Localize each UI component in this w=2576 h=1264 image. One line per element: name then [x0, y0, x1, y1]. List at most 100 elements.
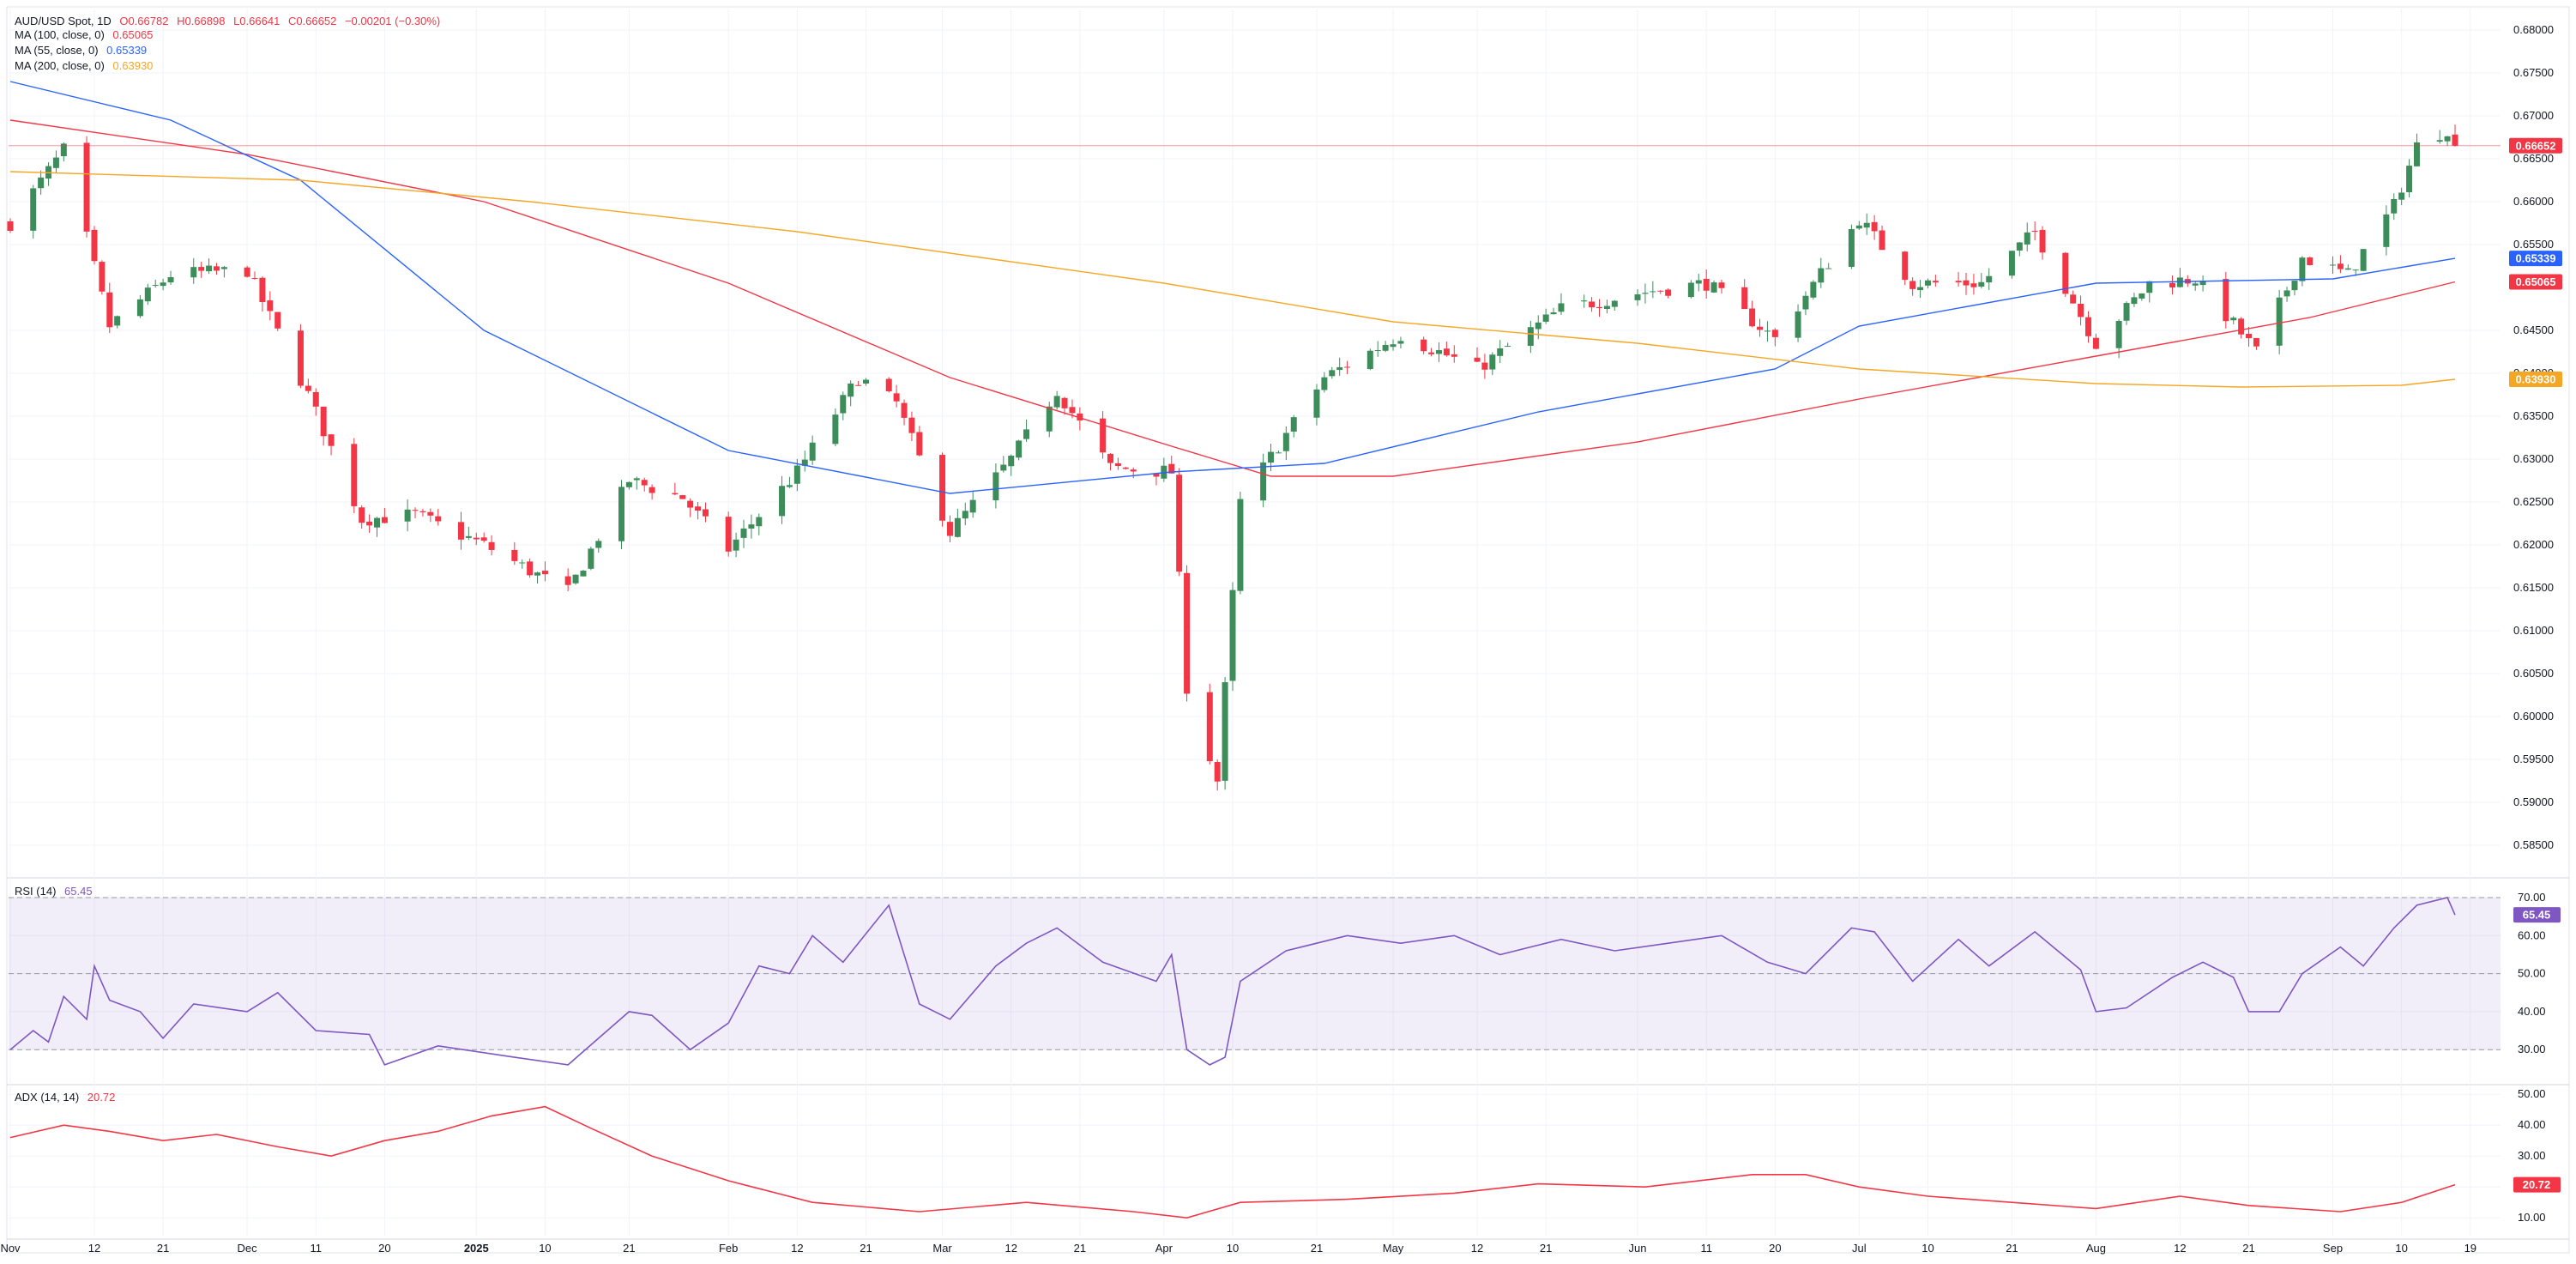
candle-up — [2299, 257, 2306, 281]
adx-badge-label: 20.72 — [2523, 1178, 2551, 1191]
candle-up — [1282, 432, 1289, 451]
ma100-label: MA (100, close, 0) — [15, 28, 105, 41]
candle-up — [2383, 214, 2390, 247]
candle-up — [1802, 295, 1809, 310]
candle-up — [534, 572, 541, 576]
candle-down — [259, 277, 266, 303]
price-tick-label: 0.67500 — [2513, 66, 2554, 79]
candle-up — [1397, 341, 1404, 344]
candle-down — [2092, 337, 2099, 349]
candle-up — [114, 316, 121, 326]
candle-down — [1451, 354, 1457, 357]
candle-up — [2176, 277, 2183, 287]
candle-up — [152, 285, 159, 287]
candle-down — [939, 455, 946, 521]
candle-down — [2307, 257, 2314, 265]
candle-down — [1184, 572, 1191, 694]
candle-up — [779, 486, 786, 517]
adx-tick-label: 10.00 — [2518, 1211, 2546, 1224]
candle-down — [274, 311, 281, 329]
candle-down — [2169, 282, 2175, 287]
x-tick-label: Jul — [1852, 1242, 1867, 1255]
adx-badge — [2513, 1176, 2561, 1193]
x-tick-label: 10 — [1921, 1242, 1934, 1255]
candle-up — [1986, 275, 1993, 283]
candle-up — [2352, 269, 2359, 271]
candle-up — [1917, 287, 1924, 291]
candle-up — [1558, 303, 1565, 312]
candle-down — [1741, 287, 1748, 310]
candle-down — [1879, 230, 1885, 251]
candle-down — [641, 480, 648, 486]
price-tick-label: 0.65500 — [2513, 238, 2554, 251]
candle-down — [1168, 463, 1175, 474]
price-badge-label: 0.65065 — [2516, 275, 2556, 288]
candle-down — [725, 517, 732, 552]
candle-up — [2123, 303, 2130, 321]
x-tick-label: 20 — [1769, 1242, 1781, 1255]
candle-up — [801, 459, 808, 466]
ma55-value: 0.65339 — [106, 44, 148, 57]
candle-down — [2085, 317, 2091, 336]
candle-up — [1818, 268, 1825, 283]
candle-down — [1963, 280, 1970, 286]
candle-up — [1650, 291, 1656, 293]
candle-up — [1489, 354, 1496, 370]
candle-down — [297, 330, 304, 386]
candle-up — [1390, 344, 1397, 348]
candle-up — [1497, 348, 1504, 356]
x-tick-label: 21 — [623, 1242, 635, 1255]
candle-up — [1008, 456, 1015, 467]
candle-up — [969, 499, 976, 513]
candle-up — [1053, 396, 1060, 408]
candle-up — [1016, 440, 1023, 458]
price-tick-label: 0.60500 — [2513, 667, 2554, 680]
candle-up — [206, 265, 213, 272]
candle-up — [1550, 312, 1557, 315]
candle-up — [404, 509, 411, 522]
candle-down — [1481, 362, 1488, 370]
price-tick-label: 0.66000 — [2513, 195, 2554, 208]
candle-up — [220, 267, 227, 269]
candle-up — [733, 539, 739, 551]
candle-up — [1855, 225, 1862, 229]
candle-down — [679, 495, 686, 499]
candle-down — [1214, 762, 1221, 782]
candle-up — [1382, 344, 1389, 351]
candle-up — [748, 524, 755, 529]
candle-down — [885, 378, 892, 391]
candle-up — [2139, 293, 2145, 299]
x-tick-label: 12 — [791, 1242, 803, 1255]
candle-up — [1810, 281, 1817, 298]
price-tick-label: 0.58500 — [2513, 838, 2554, 851]
price-tick-label: 0.62000 — [2513, 538, 2554, 551]
candle-down — [908, 417, 915, 433]
candle-up — [1695, 280, 1702, 284]
candle-down — [320, 406, 327, 437]
candle-up — [2330, 264, 2336, 266]
candle-up — [465, 535, 472, 538]
candle-down — [2238, 318, 2245, 335]
price-badge-label: 0.65339 — [2516, 252, 2556, 265]
x-tick-label: 20 — [378, 1242, 390, 1255]
candle-up — [1222, 682, 1228, 781]
price-tick-label: 0.67000 — [2513, 109, 2554, 122]
ma200-legend: MA (200, close, 0) 0.63930 — [15, 59, 158, 72]
x-tick-label: Jun — [1629, 1242, 1647, 1255]
candle-down — [83, 142, 90, 232]
candle-up — [1863, 222, 1870, 228]
x-tick-label: May — [1383, 1242, 1404, 1255]
candle-up — [2444, 136, 2451, 142]
candle-down — [213, 266, 220, 271]
price-tick-label: 0.68000 — [2513, 23, 2554, 36]
candle-down — [267, 300, 274, 311]
candle-down — [473, 537, 480, 540]
candle-down — [2031, 231, 2038, 233]
candle-down — [1130, 469, 1137, 472]
candle-down — [1206, 692, 1213, 762]
candle-down — [1122, 467, 1129, 469]
candle-down — [649, 487, 655, 493]
x-tick-label: 12 — [2174, 1242, 2186, 1255]
